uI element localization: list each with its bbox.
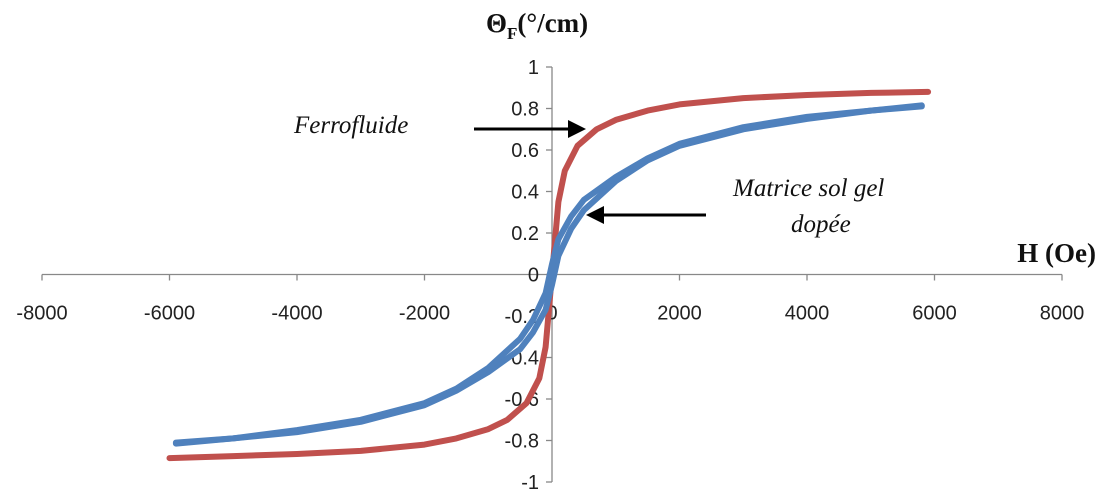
annotation-matrice-label-line1: Matrice sol gel — [732, 175, 884, 202]
annotation-ferrofluide: Ferrofluide — [293, 112, 586, 139]
series-layer — [166, 88, 932, 462]
x-tick-label: -2000 — [399, 303, 450, 325]
y-tick-label: 0 — [528, 265, 539, 287]
y-tick-label: 0.6 — [511, 140, 539, 162]
x-tick-label: -8000 — [16, 303, 67, 325]
y-tick-label: -1 — [521, 472, 539, 491]
y-axis-title: ΘF(°/cm) — [486, 8, 588, 43]
annotation-matrice: Matrice sol gel dopée — [586, 175, 884, 238]
annotation-matrice-label-line2: dopée — [791, 211, 851, 238]
annotation-matrice-arrowhead — [586, 206, 604, 224]
y-tick-label: 0.4 — [511, 182, 539, 204]
y-axis-title-subscript: F — [507, 24, 517, 43]
annotation-ferrofluide-label: Ferrofluide — [293, 112, 408, 139]
y-tick-label: 1 — [528, 57, 539, 79]
x-tick-label: 0 — [546, 303, 557, 325]
x-axis-ticks: -8000 -6000 -4000 -2000 0 2000 4000 6000 8000 — [16, 274, 1085, 325]
x-tick-label: 8000 — [1040, 303, 1085, 325]
x-tick-label: -4000 — [271, 303, 322, 325]
y-tick-label: 0.8 — [511, 99, 539, 121]
y-tick-label: -0.8 — [505, 431, 539, 453]
x-axis-title: H (Oe) — [1017, 238, 1096, 268]
series-1-curve-1 — [172, 102, 925, 446]
annotation-ferrofluide-arrowhead — [568, 120, 586, 138]
y-axis-title-unit: (°/cm) — [517, 8, 588, 38]
x-tick-label: 2000 — [657, 303, 702, 325]
y-tick-label: 0.2 — [511, 223, 539, 245]
x-tick-label: -6000 — [144, 303, 195, 325]
x-tick-label: 6000 — [912, 303, 957, 325]
x-tick-label: 4000 — [785, 303, 830, 325]
y-axis-title-symbol: Θ — [486, 8, 507, 38]
